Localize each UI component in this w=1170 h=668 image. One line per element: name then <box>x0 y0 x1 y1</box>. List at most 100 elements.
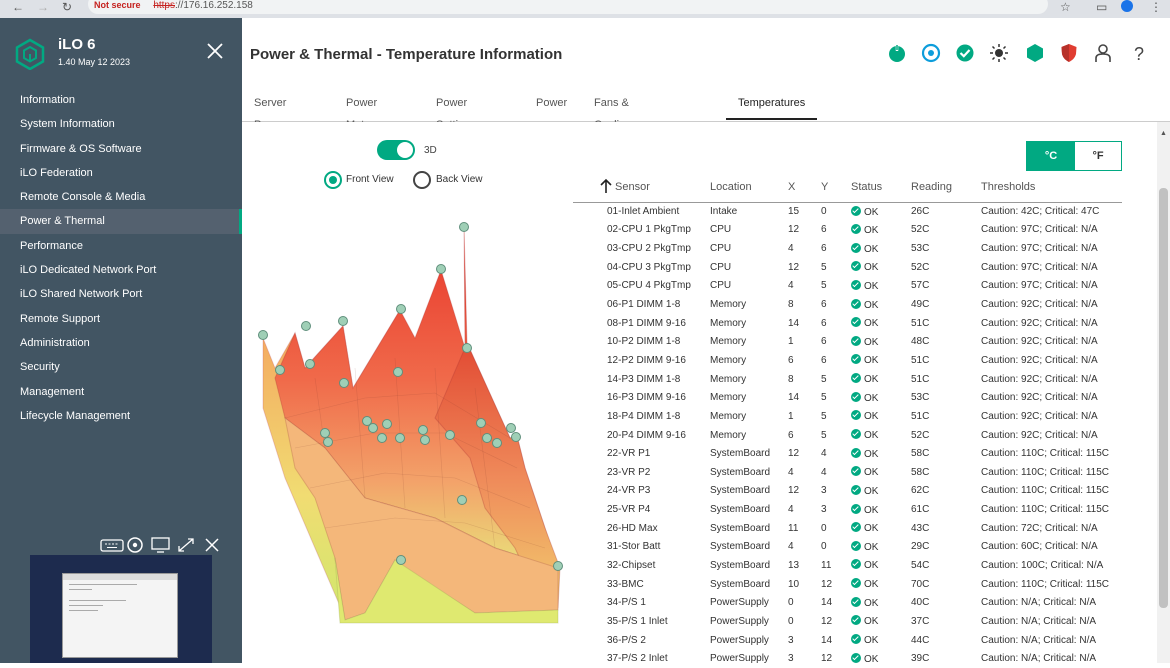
forward-icon[interactable]: → <box>37 0 49 14</box>
table-row[interactable]: 24-VR P3 SystemBoard 12 3 OK 62C Caution: 110C… <box>573 482 1122 501</box>
table-row[interactable]: 06-P1 DIMM 1-8 Memory 8 6 OK 49C Caution: 92C;… <box>573 295 1122 314</box>
nav-item-firmware[interactable]: Firmware & OS Software <box>20 142 142 155</box>
nav-item-performance[interactable]: Performance <box>20 239 83 252</box>
table-row[interactable]: 34-P/S 1 PowerSupply 0 14 OK 40C Caution: N/A;… <box>573 593 1122 612</box>
hexagon-icon[interactable] <box>1024 42 1046 64</box>
close-console-icon[interactable] <box>202 536 222 554</box>
sensor-marker[interactable] <box>320 428 330 438</box>
location-column-header[interactable]: Location <box>710 172 788 203</box>
sensor-marker[interactable] <box>382 419 392 429</box>
nav-item-power-thermal[interactable]: Power & Thermal <box>0 209 242 234</box>
fahrenheit-button[interactable]: °F <box>1075 142 1121 170</box>
table-row[interactable]: 01-Inlet Ambient Intake 15 0 OK 26C Caution: 4… <box>573 202 1122 221</box>
nav-item-remote-support[interactable]: Remote Support <box>20 312 101 325</box>
nav-item-dedicated-network[interactable]: iLO Dedicated Network Port <box>20 264 157 277</box>
3d-toggle[interactable] <box>377 140 415 160</box>
help-icon[interactable]: ? <box>1128 42 1150 64</box>
sensor-marker[interactable] <box>482 433 492 443</box>
tab-power-settings[interactable]: Power Settings <box>436 97 476 131</box>
sensor-marker[interactable] <box>418 425 428 435</box>
reload-icon[interactable]: ↻ <box>62 0 73 14</box>
tab-fans-cooling[interactable]: Fans & Cooling Modules <box>594 97 636 153</box>
sensor-marker[interactable] <box>492 438 502 448</box>
user-icon[interactable] <box>1092 42 1114 64</box>
table-row[interactable]: 37-P/S 2 Inlet PowerSupply 3 12 OK 39C Caution… <box>573 649 1122 668</box>
table-row[interactable]: 10-P2 DIMM 1-8 Memory 1 6 OK 48C Caution: 92C;… <box>573 332 1122 351</box>
nav-item-ilo-federation[interactable]: iLO Federation <box>20 166 93 179</box>
side-panel-icon[interactable]: ▭ <box>1096 0 1108 14</box>
table-row[interactable]: 08-P1 DIMM 9-16 Memory 14 6 OK 51C Caution: 92… <box>573 314 1122 333</box>
expand-icon[interactable] <box>176 536 196 554</box>
address-bar[interactable]: Not secure https://176.16.252.158 <box>88 0 1048 14</box>
uid-icon[interactable] <box>920 42 942 64</box>
nav-item-system-information[interactable]: System Information <box>20 118 115 131</box>
sensor-marker[interactable] <box>362 416 372 426</box>
tab-power-meter[interactable]: Power Meter <box>346 97 378 131</box>
sensor-marker[interactable] <box>377 433 387 443</box>
sensor-marker[interactable] <box>396 304 406 314</box>
sensor-marker[interactable] <box>459 222 469 232</box>
nav-item-administration[interactable]: Administration <box>20 336 90 349</box>
table-row[interactable]: 32-Chipset SystemBoard 13 11 OK 54C Caution: 1… <box>573 556 1122 575</box>
tab-temperatures[interactable]: Temperatures <box>726 92 818 120</box>
nav-item-information[interactable]: Information <box>20 94 76 106</box>
reading-column-header[interactable]: Reading <box>911 172 981 203</box>
sensor-column-header[interactable]: Sensor <box>573 172 710 203</box>
sensor-marker[interactable] <box>275 365 285 375</box>
table-row[interactable]: 03-CPU 2 PkgTmp CPU 4 6 OK 53C Caution: 97C; C… <box>573 239 1122 258</box>
table-row[interactable]: 25-VR P4 SystemBoard 4 3 OK 61C Caution: 110C;… <box>573 500 1122 519</box>
table-row[interactable]: 26-HD Max SystemBoard 11 0 OK 43C Caution: 72C… <box>573 519 1122 538</box>
monitor-icon[interactable] <box>151 536 171 554</box>
temperature-3d-map[interactable] <box>255 218 585 628</box>
scroll-thumb[interactable] <box>1159 188 1168 608</box>
close-icon[interactable] <box>206 42 224 60</box>
table-row[interactable]: 22-VR P1 SystemBoard 12 4 OK 58C Caution: 110C… <box>573 444 1122 463</box>
media-disc-icon[interactable] <box>125 536 145 554</box>
table-row[interactable]: 16-P3 DIMM 9-16 Memory 14 5 OK 53C Caution: 92… <box>573 388 1122 407</box>
sensor-marker[interactable] <box>395 433 405 443</box>
table-row[interactable]: 14-P3 DIMM 1-8 Memory 8 5 OK 51C Caution: 92C;… <box>573 370 1122 389</box>
sensor-marker[interactable] <box>511 432 521 442</box>
status-column-header[interactable]: Status <box>851 172 911 203</box>
nav-item-security[interactable]: Security <box>20 361 60 374</box>
sensor-marker[interactable] <box>420 435 430 445</box>
table-row[interactable]: 31-Stor Batt SystemBoard 4 0 OK 29C Caution: 6… <box>573 538 1122 557</box>
celsius-button[interactable]: °C <box>1027 142 1075 170</box>
table-row[interactable]: 35-P/S 1 Inlet PowerSupply 0 12 OK 37C Caution… <box>573 612 1122 631</box>
front-view-radio[interactable] <box>324 171 342 189</box>
browser-menu-icon[interactable]: ⋮ <box>1150 0 1162 14</box>
health-check-icon[interactable] <box>954 42 976 64</box>
sensor-marker[interactable] <box>258 330 268 340</box>
sort-ascending-icon[interactable] <box>599 178 613 194</box>
sensor-marker[interactable] <box>396 555 406 565</box>
table-row[interactable]: 05-CPU 4 PkgTmp CPU 4 5 OK 57C Caution: 97C; C… <box>573 277 1122 296</box>
sensor-marker[interactable] <box>476 418 486 428</box>
sensor-marker[interactable] <box>301 321 311 331</box>
table-row[interactable]: 04-CPU 3 PkgTmp CPU 12 5 OK 52C Caution: 97C; … <box>573 258 1122 277</box>
bookmark-star-icon[interactable]: ☆ <box>1060 0 1071 14</box>
remote-console-thumbnail[interactable] <box>30 555 212 663</box>
x-column-header[interactable]: X <box>788 172 821 203</box>
scroll-up-icon[interactable]: ▲ <box>1160 130 1167 137</box>
sensor-marker[interactable] <box>305 359 315 369</box>
sensor-marker[interactable] <box>368 423 378 433</box>
sensor-marker[interactable] <box>339 378 349 388</box>
sensor-marker[interactable] <box>457 495 467 505</box>
table-row[interactable]: 20-P4 DIMM 9-16 Memory 6 5 OK 52C Caution: 92C… <box>573 426 1122 445</box>
brightness-icon[interactable] <box>988 42 1010 64</box>
keyboard-icon[interactable] <box>100 536 124 554</box>
nav-item-shared-network[interactable]: iLO Shared Network Port <box>20 288 143 301</box>
table-row[interactable]: 36-P/S 2 PowerSupply 3 14 OK 44C Caution: N/A;… <box>573 631 1122 650</box>
sensor-marker[interactable] <box>393 367 403 377</box>
nav-item-management[interactable]: Management <box>20 385 85 398</box>
sensor-marker[interactable] <box>436 264 446 274</box>
nav-item-remote-console[interactable]: Remote Console & Media <box>20 191 146 204</box>
table-row[interactable]: 23-VR P2 SystemBoard 4 4 OK 58C Caution: 110C;… <box>573 463 1122 482</box>
sensor-marker[interactable] <box>462 343 472 353</box>
tab-server-power[interactable]: Server Power <box>254 97 287 131</box>
table-row[interactable]: 12-P2 DIMM 9-16 Memory 6 6 OK 51C Caution: 92C… <box>573 351 1122 370</box>
back-view-radio[interactable] <box>413 171 431 189</box>
tab-power[interactable]: Power <box>536 97 568 109</box>
sensor-marker[interactable] <box>553 561 563 571</box>
sensor-marker[interactable] <box>338 316 348 326</box>
